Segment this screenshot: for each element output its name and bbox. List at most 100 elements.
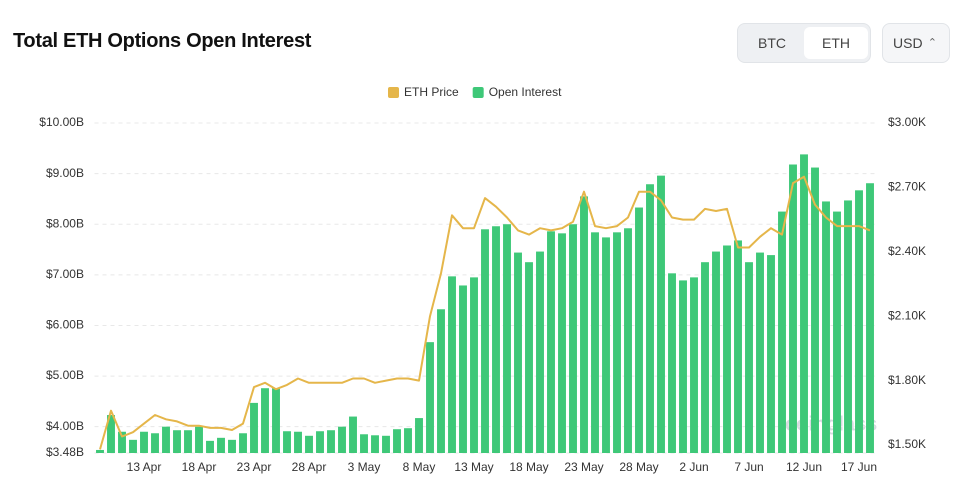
bar <box>206 440 214 453</box>
btc-button[interactable]: BTC <box>758 35 786 51</box>
x-tick-label: 2 Jun <box>679 460 708 474</box>
bar <box>855 190 863 453</box>
y-tick-label: $3.48B <box>46 445 84 459</box>
bar <box>151 433 159 453</box>
x-tick-label: 12 Jun <box>786 460 822 474</box>
x-tick-label: 28 Apr <box>292 460 327 474</box>
y2-tick-label: $2.70K <box>888 180 926 194</box>
bar <box>789 164 797 454</box>
bar <box>371 435 379 453</box>
bar <box>360 434 368 453</box>
bar <box>426 342 434 453</box>
y2-tick-label: $1.80K <box>888 373 926 387</box>
bar <box>448 276 456 453</box>
bar <box>184 430 192 453</box>
bar <box>393 429 401 453</box>
bar <box>261 388 269 453</box>
bar <box>657 175 665 453</box>
bar <box>591 232 599 453</box>
bar <box>503 224 511 453</box>
bar <box>250 402 258 453</box>
bar <box>558 233 566 453</box>
currency-select[interactable]: USD ⌃ <box>882 23 950 63</box>
y2-tick-label: $2.40K <box>888 244 926 258</box>
y-tick-label: $7.00B <box>46 267 84 281</box>
bar <box>800 154 808 453</box>
bar <box>96 449 104 453</box>
x-tick-label: 23 Apr <box>237 460 272 474</box>
x-tick-label: 13 May <box>454 460 493 474</box>
bar <box>756 252 764 453</box>
x-tick-label: 17 Jun <box>841 460 877 474</box>
coin-toggle: BTC ETH <box>737 23 871 63</box>
bar <box>536 251 544 453</box>
bar <box>118 431 126 453</box>
bar <box>679 280 687 453</box>
bar <box>525 262 533 453</box>
bar <box>646 184 654 454</box>
y-tick-label: $6.00B <box>46 318 84 332</box>
bar <box>811 167 819 454</box>
bar <box>866 183 874 454</box>
bar <box>767 255 775 453</box>
x-tick-label: 8 May <box>403 460 436 474</box>
bar <box>844 200 852 453</box>
bar <box>492 226 500 453</box>
legend-label: Open Interest <box>489 85 562 99</box>
y2-tick-label: $3.00K <box>888 115 926 129</box>
legend-swatch <box>472 87 484 98</box>
bar <box>283 431 291 453</box>
bar <box>316 431 324 453</box>
bar <box>338 426 346 453</box>
bar <box>734 240 742 453</box>
bar <box>613 232 621 453</box>
bar <box>327 430 335 453</box>
y-tick-label: $5.00B <box>46 368 84 382</box>
legend-swatch <box>388 87 399 98</box>
y2-tick-label: $1.50K <box>888 437 926 451</box>
bar <box>415 418 423 453</box>
price-line <box>99 175 871 450</box>
currency-label: USD <box>893 35 923 51</box>
bar <box>723 245 731 453</box>
x-tick-label: 7 Jun <box>734 460 763 474</box>
bar <box>624 228 632 453</box>
page-title: Total ETH Options Open Interest <box>13 30 312 52</box>
bar <box>602 237 610 453</box>
bar <box>712 251 720 453</box>
bar <box>195 426 203 453</box>
bar <box>107 415 115 453</box>
eth-button[interactable]: ETH <box>804 27 868 59</box>
y2-tick-label: $2.10K <box>888 308 926 322</box>
bar <box>778 211 786 453</box>
bar <box>228 439 236 453</box>
bar <box>239 433 247 453</box>
bar <box>668 273 676 453</box>
bar <box>437 309 445 453</box>
x-tick-label: 23 May <box>564 460 603 474</box>
bar <box>470 277 478 453</box>
bar <box>701 262 709 453</box>
bar <box>459 285 467 453</box>
bar <box>217 437 225 453</box>
x-tick-label: 13 Apr <box>127 460 162 474</box>
y-tick-label: $4.00B <box>46 419 84 433</box>
bar <box>382 435 390 453</box>
chevron: ⌃ <box>927 37 937 49</box>
bar <box>580 196 588 453</box>
x-tick-label: 3 May <box>348 460 381 474</box>
legend-label: ETH Price <box>404 85 459 99</box>
x-tick-label: 18 Apr <box>182 460 217 474</box>
bar <box>547 231 555 453</box>
bar <box>272 388 280 453</box>
bar <box>140 431 148 453</box>
y-tick-label: $8.00B <box>46 216 84 230</box>
bar <box>173 430 181 453</box>
bar <box>349 416 357 453</box>
bar <box>294 431 302 453</box>
bar <box>129 439 137 453</box>
bar <box>514 252 522 453</box>
bar <box>635 207 643 453</box>
